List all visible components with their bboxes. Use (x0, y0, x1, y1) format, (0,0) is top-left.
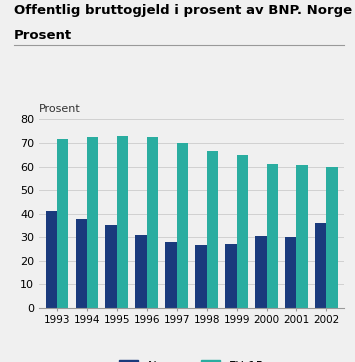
Bar (255, 236, 267, 308)
Bar (315, 223, 326, 308)
Bar (105, 225, 117, 308)
Bar (177, 143, 188, 308)
Text: Prosent: Prosent (14, 29, 72, 42)
Bar (147, 137, 158, 308)
Bar (87, 137, 98, 308)
Bar (117, 136, 128, 308)
Bar (76, 219, 87, 308)
Bar (225, 244, 236, 308)
Bar (46, 211, 57, 308)
Bar (135, 235, 147, 308)
Bar (285, 237, 296, 308)
Bar (57, 139, 69, 308)
Text: Offentlig bruttogjeld i prosent av BNP. Norge og EU.: Offentlig bruttogjeld i prosent av BNP. … (14, 4, 355, 17)
Bar (326, 167, 338, 308)
Legend: Norge, EU-15: Norge, EU-15 (115, 355, 269, 362)
Bar (236, 155, 248, 308)
Bar (195, 245, 207, 308)
Bar (165, 242, 177, 308)
Bar (207, 151, 218, 308)
Bar (296, 165, 308, 308)
Bar (267, 164, 278, 308)
Text: Prosent: Prosent (39, 104, 81, 114)
